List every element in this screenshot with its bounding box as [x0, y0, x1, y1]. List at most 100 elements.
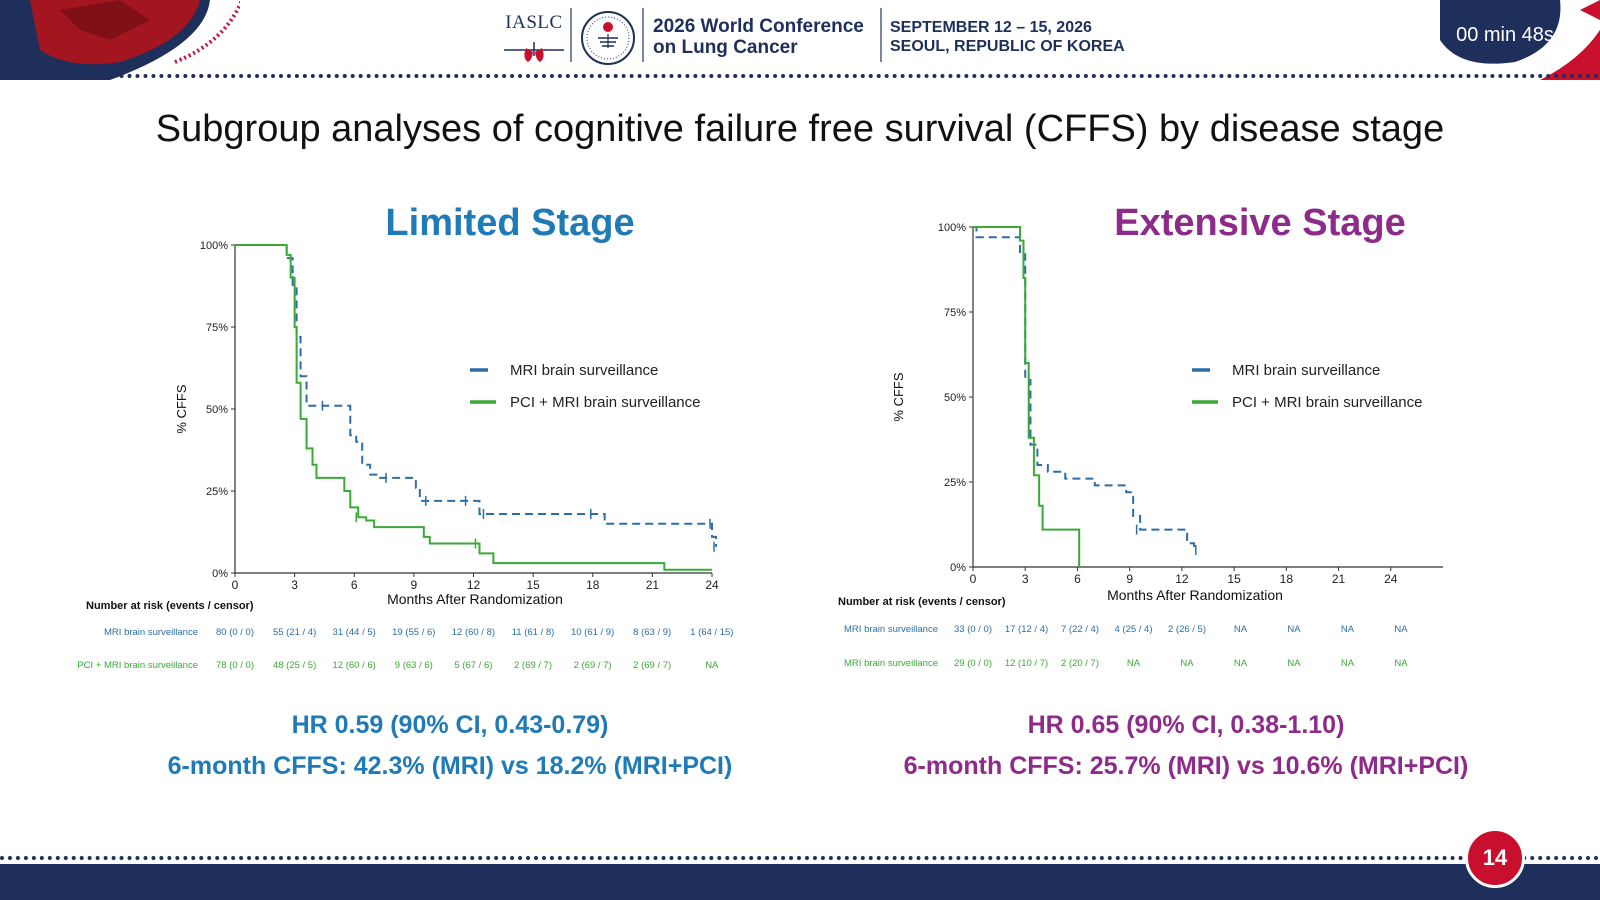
y-tick-label: 50%: [944, 392, 966, 404]
x-tick-label: 12: [1175, 572, 1189, 586]
x-tick-label: 3: [291, 578, 298, 592]
conference-title: 2026 World Conference on Lung Cancer: [653, 16, 883, 58]
x-tick-label: 18: [586, 578, 600, 592]
risk-cell: NA: [1287, 658, 1301, 669]
extensive-risk-table-header: Number at risk (events / censor): [838, 596, 1006, 608]
risk-cell: 9 (63 / 6): [394, 660, 433, 671]
risk-row-label: MRI brain surveillance: [844, 624, 938, 635]
risk-cell: 55 (21 / 4): [272, 627, 317, 638]
risk-row-label: MRI brain surveillance: [104, 627, 198, 638]
x-tick-label: 6: [1074, 572, 1081, 586]
risk-cell: NA: [1233, 624, 1248, 635]
x-tick-label: 15: [526, 578, 540, 592]
x-tick-label: 12: [467, 578, 481, 592]
risk-cell: NA: [1233, 658, 1248, 669]
y-axis-label: % CFFS: [174, 384, 189, 433]
y-tick-label: 100%: [938, 222, 966, 234]
risk-cell: 1 (64 / 15): [690, 627, 734, 638]
risk-cell: 78 (0 / 0): [215, 660, 255, 671]
risk-cell: NA: [1340, 658, 1355, 669]
header-separator: [880, 8, 882, 62]
x-tick-label: 21: [1332, 572, 1346, 586]
header-dotted-divider: [0, 74, 1600, 78]
pci-survival-curve: [235, 244, 712, 571]
risk-cell: 2 (20 / 7): [1060, 658, 1100, 669]
conference-location: SEOUL, REPUBLIC OF KOREA: [890, 38, 1125, 55]
y-tick-label: 75%: [944, 307, 966, 319]
x-tick-label: 18: [1280, 572, 1294, 586]
risk-cell: 4 (25 / 4): [1114, 624, 1153, 635]
y-tick-label: 25%: [944, 477, 966, 489]
mri-legend-label: MRI brain surveillance: [510, 362, 658, 379]
x-tick-label: 24: [1384, 572, 1398, 586]
x-tick-label: 0: [970, 572, 977, 586]
x-tick-label: 3: [1022, 572, 1029, 586]
risk-cell: 80 (0 / 0): [215, 627, 255, 638]
risk-cell: 2 (26 / 5): [1167, 624, 1207, 635]
header-separator: [642, 8, 644, 62]
x-tick-label: 9: [1126, 572, 1133, 586]
elapsed-timer: 00 min 48s: [1456, 24, 1554, 46]
risk-cell: NA: [1287, 624, 1301, 635]
x-axis-label: Months After Randomization: [387, 591, 563, 607]
footer-bar: [0, 864, 1600, 900]
risk-cell: 2 (69 / 7): [573, 660, 612, 671]
iaslc-wordmark: IASLC: [505, 12, 563, 33]
extensive-6-month-cffs: 6-month CFFS: 25.7% (MRI) vs 10.6% (MRI+…: [903, 752, 1469, 780]
header-decoration-left: [0, 0, 240, 80]
limited-risk-table-header: Number at risk (events / censor): [86, 600, 254, 612]
pci-legend-label: PCI + MRI brain surveillance: [510, 394, 701, 411]
risk-cell: 29 (0 / 0): [953, 658, 993, 669]
pci-survival-curve: [973, 226, 1081, 567]
risk-cell: 12 (60 / 8): [451, 627, 496, 638]
y-tick-label: 100%: [200, 240, 228, 252]
conference-header: IASLC 2026 World Conference on Lung Canc…: [0, 0, 1600, 80]
limited-stage-title: Limited Stage: [385, 202, 635, 244]
risk-cell: 2 (69 / 7): [633, 660, 672, 671]
x-tick-label: 9: [411, 578, 418, 592]
mri-survival-curve: [973, 226, 1196, 550]
risk-cell: 8 (63 / 9): [633, 627, 672, 638]
risk-cell: 12 (60 / 6): [332, 660, 376, 671]
risk-cell: 17 (12 / 4): [1004, 624, 1049, 635]
risk-cell: NA: [1394, 658, 1408, 669]
x-tick-label: 24: [705, 578, 719, 592]
risk-cell: 5 (67 / 6): [454, 660, 493, 671]
risk-row-label: MRI brain surveillance: [844, 658, 938, 669]
conference-date-line1: SEPTEMBER 12 – 15, 2026: [890, 19, 1092, 36]
y-tick-label: 0%: [212, 568, 228, 580]
header-decoration-right: [1430, 0, 1600, 80]
conference-title-line2: on Lung Cancer: [653, 37, 798, 58]
risk-cell: 19 (55 / 6): [392, 627, 436, 638]
pci-legend-label: PCI + MRI brain surveillance: [1232, 394, 1423, 411]
x-tick-label: 15: [1227, 572, 1241, 586]
risk-cell: 10 (61 / 9): [570, 627, 615, 638]
extensive-stage-title: Extensive Stage: [1114, 202, 1406, 244]
risk-cell: NA: [705, 660, 719, 671]
header-separator: [570, 8, 572, 62]
extensive-hazard-ratio: HR 0.65 (90% CI, 0.38-1.10): [1027, 711, 1345, 739]
slide-title: Subgroup analyses of cognitive failure f…: [155, 108, 1445, 150]
x-axis-label: Months After Randomization: [1107, 587, 1283, 603]
y-tick-label: 50%: [206, 404, 228, 416]
risk-cell: 31 (44 / 5): [332, 627, 376, 638]
footer-dotted-divider: [0, 856, 1600, 860]
x-tick-label: 0: [232, 578, 239, 592]
risk-cell: 12 (10 / 7): [1004, 658, 1049, 669]
conference-seal-icon: [580, 10, 636, 66]
page-number: 14: [1465, 828, 1525, 888]
y-tick-label: 75%: [206, 322, 228, 334]
risk-cell: NA: [1126, 658, 1141, 669]
limited-6-month-cffs: 6-month CFFS: 42.3% (MRI) vs 18.2% (MRI+…: [167, 752, 733, 780]
risk-cell: 2 (69 / 7): [513, 660, 553, 671]
x-tick-label: 21: [646, 578, 660, 592]
mri-legend-label: MRI brain surveillance: [1232, 362, 1380, 379]
limited-chart: 0% 25% 50% 75% 100% 0 3 6 9 12 15 18 21 24 Months Afte…: [174, 240, 719, 607]
risk-cell: NA: [1340, 624, 1355, 635]
risk-cell: NA: [1394, 624, 1408, 635]
risk-cell: 7 (22 / 4): [1060, 624, 1100, 635]
risk-cell: 11 (61 / 8): [511, 627, 555, 638]
risk-cell: 48 (25 / 5): [272, 660, 317, 671]
limited-hazard-ratio: HR 0.59 (90% CI, 0.43-0.79): [291, 711, 609, 739]
